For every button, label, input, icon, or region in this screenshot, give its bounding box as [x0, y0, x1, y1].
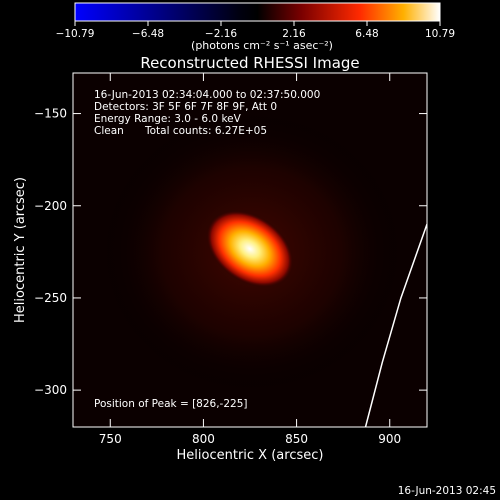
colorbar-unit-label: (photons cm⁻² s⁻¹ asec⁻²)	[191, 39, 333, 52]
annotation-method: Clean	[94, 125, 124, 137]
x-tick-label: 800	[192, 432, 215, 446]
colorbar-tick-label: −10.79	[56, 28, 95, 40]
colorbar-tick-label: 10.79	[425, 28, 455, 40]
annotation-time-range: 16-Jun-2013 02:34:04.000 to 02:37:50.000	[94, 89, 320, 101]
heatmap-image	[101, 111, 427, 427]
colorbar	[74, 2, 441, 22]
x-axis-ticks: 750 800 850 900	[99, 73, 401, 446]
y-tick-label: −200	[34, 199, 67, 213]
x-tick-label: 750	[99, 432, 122, 446]
timestamp: 16-Jun-2013 02:45	[398, 485, 496, 497]
y-tick-label: −300	[34, 383, 67, 397]
colorbar-tick-label: −2.16	[205, 28, 237, 40]
colorbar-tick-label: 6.48	[355, 28, 378, 40]
colorbar-tick-label: 2.16	[282, 28, 306, 40]
emission-source	[206, 210, 294, 288]
x-axis-label: Heliocentric X (arcsec)	[177, 448, 324, 463]
y-axis-label: Heliocentric Y (arcsec)	[13, 177, 28, 323]
y-tick-label: −150	[34, 107, 67, 121]
x-tick-label: 850	[285, 432, 308, 446]
annotation-total-counts: Total counts: 6.27E+05	[144, 125, 267, 137]
colorbar-tick-label: −6.48	[132, 28, 164, 40]
x-tick-label: 900	[378, 432, 401, 446]
colorbar-ticks: −10.79 −6.48 −2.16 2.16 6.48 10.79	[56, 21, 455, 40]
solar-limb-line	[364, 223, 427, 427]
annotation-energy-range: Energy Range: 3.0 - 6.0 keV	[94, 113, 242, 125]
y-tick-label: −250	[34, 291, 67, 305]
chart-title: Reconstructed RHESSI Image	[140, 54, 359, 72]
y-axis-ticks: −150 −200 −250 −300	[34, 107, 427, 397]
annotation-peak-position: Position of Peak = [826,-225]	[94, 398, 248, 410]
annotation-detectors: Detectors: 3F 5F 6F 7F 8F 9F, Att 0	[94, 101, 277, 113]
